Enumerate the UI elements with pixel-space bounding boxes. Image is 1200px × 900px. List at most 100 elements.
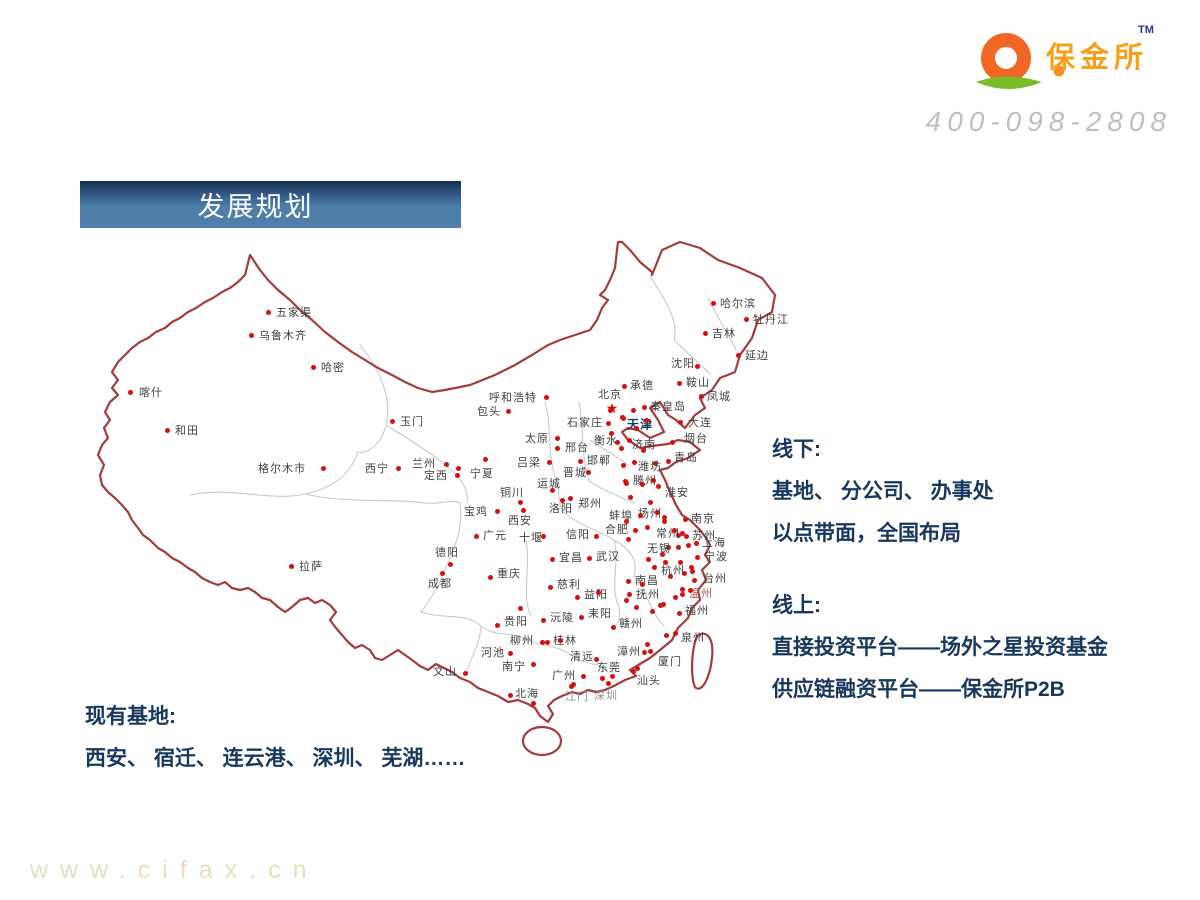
city-dot	[518, 500, 523, 505]
city-label: 洛阳	[549, 503, 573, 515]
city-dot	[594, 657, 599, 662]
city-label: 喀什	[139, 387, 163, 399]
city-label: 淮安	[665, 487, 689, 499]
city-dot	[615, 440, 620, 445]
city-dot	[683, 517, 688, 522]
city-label: 拉萨	[299, 561, 323, 573]
city-label: 五家渠	[276, 307, 312, 319]
bases-line: 西安、 宿迁、 连云港、 深圳、 芜湖……	[85, 747, 466, 770]
city-dot	[641, 448, 646, 453]
city-dot	[631, 669, 636, 674]
city-label: 秦皇岛	[650, 401, 686, 413]
city-dot	[642, 650, 647, 655]
city-dot	[571, 682, 576, 687]
city-dot	[640, 482, 645, 487]
city-label: 成都	[428, 578, 452, 590]
city-label: 西安	[508, 515, 532, 527]
city-dot	[628, 495, 633, 500]
city-label: 沅陵	[550, 612, 574, 624]
city-dot	[678, 420, 683, 425]
city-dot	[610, 674, 615, 679]
city-dot	[627, 592, 632, 597]
city-dot	[547, 460, 552, 465]
trademark-label: TM	[1138, 24, 1154, 36]
city-dot	[506, 409, 511, 414]
city-label: 贵阳	[504, 616, 528, 628]
city-label: 包头	[477, 406, 501, 418]
city-dot	[634, 605, 639, 610]
city-label: 牡丹江	[753, 314, 789, 326]
city-dot	[544, 395, 549, 400]
city-label: 清远	[570, 651, 594, 663]
city-dot	[609, 431, 614, 436]
city-dot	[578, 459, 583, 464]
city-label: 承德	[630, 380, 654, 392]
offline-heading: 线下:	[772, 438, 821, 461]
city-dot	[655, 510, 660, 515]
capital-label: 北京	[598, 389, 622, 401]
bases-text-block: 现有基地: 西安、 宿迁、 连云港、 深圳、 芜湖……	[85, 696, 465, 780]
city-dot	[673, 595, 678, 600]
city-dot	[321, 466, 326, 471]
city-dot	[646, 557, 651, 562]
city-dot	[495, 509, 500, 514]
city-label: 重庆	[497, 568, 521, 580]
city-label: 邢台	[565, 442, 589, 454]
city-dot	[703, 331, 708, 336]
city-dot	[642, 405, 647, 410]
city-label: 烟台	[684, 433, 708, 445]
brand-name: 保金所	[1046, 42, 1149, 74]
city-dot	[624, 481, 629, 486]
city-dot	[678, 560, 683, 565]
city-label: 滕州	[633, 475, 657, 487]
city-dot	[440, 571, 445, 576]
logo-ring-icon	[981, 33, 1031, 83]
bases-heading: 现有基地:	[85, 705, 176, 728]
city-label: 常州	[656, 528, 680, 540]
watermark-url: www.cifax.cn	[30, 856, 319, 884]
city-label: 沈阳	[671, 358, 695, 370]
city-label: 玉门	[400, 416, 424, 428]
city-dot	[680, 592, 685, 597]
city-dot	[638, 513, 643, 518]
city-dot	[690, 569, 695, 574]
city-dot	[531, 662, 536, 667]
city-dot	[548, 585, 553, 590]
city-label: 运城	[537, 478, 561, 490]
city-dot	[651, 478, 656, 483]
city-label: 北海	[515, 688, 539, 700]
city-label: 漳州	[617, 646, 641, 658]
city-dot	[575, 595, 580, 600]
city-label: 台州	[703, 573, 727, 585]
city-label: 大连	[688, 417, 712, 429]
city-label: 赣州	[619, 618, 643, 630]
city-label: 德阳	[435, 547, 459, 559]
city-dot	[550, 488, 555, 493]
city-label: 石家庄	[567, 417, 603, 429]
offline-text-block: 线下: 基地、 分公司、 办事处 以点带面，全国布局	[772, 429, 994, 555]
city-dot	[662, 515, 667, 520]
city-label: 南宁	[502, 661, 526, 673]
phone-number: 400-098-2808	[925, 106, 1172, 137]
city-dot	[266, 310, 271, 315]
online-text-block: 线上: 直接投资平台——场外之星投资基金 供应链融资平台——保金所P2B	[772, 585, 1108, 711]
city-label: 深圳	[594, 690, 618, 702]
city-dot	[626, 579, 631, 584]
city-dot	[621, 416, 626, 421]
city-dot	[688, 588, 693, 593]
city-dot	[558, 638, 563, 643]
offline-line: 以点带面，全国布局	[772, 522, 961, 545]
city-dot	[545, 640, 550, 645]
city-label: 河池	[481, 647, 505, 659]
city-dot	[660, 552, 665, 557]
city-label: 南京	[691, 513, 715, 525]
city-dot	[128, 390, 133, 395]
city-label: 福州	[685, 605, 709, 617]
city-dot	[626, 537, 631, 542]
city-dot	[521, 508, 526, 513]
city-label: 广元	[483, 530, 507, 542]
city-dot	[474, 534, 479, 539]
city-label: 文山	[433, 666, 457, 678]
city-dot	[648, 500, 653, 505]
city-dot	[508, 651, 513, 656]
